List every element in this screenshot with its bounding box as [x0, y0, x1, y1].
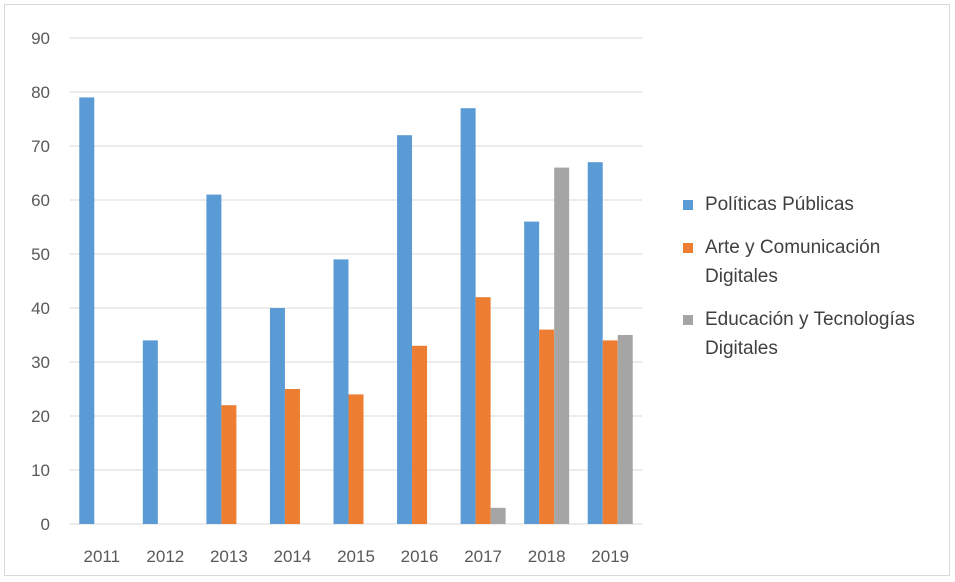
bar-arte-y-comunicacion-digitales-2016: [412, 345, 428, 524]
bar-politicas-publicas-2011: [79, 97, 95, 525]
bar-educacion-y-tecnologias-digitales-2017: [490, 507, 506, 524]
bar-educacion-y-tecnologias-digitales-2018: [554, 167, 570, 524]
y-tick-label: 40: [31, 299, 50, 318]
y-tick-label: 30: [31, 353, 50, 372]
x-tick-label: 2014: [274, 547, 312, 566]
legend-swatch-arte-comunicacion: [683, 243, 693, 253]
y-tick-label: 90: [31, 29, 50, 48]
x-tick-label: 2015: [337, 547, 375, 566]
legend-label-educacion-tecnologias: Educación y Tecnologías Digitales: [705, 309, 915, 359]
bar-politicas-publicas-2012: [142, 340, 158, 524]
y-tick-label: 80: [31, 83, 50, 102]
legend-item-politicas-publicas: Políticas Públicas: [683, 190, 948, 219]
bar-politicas-publicas-2016: [397, 135, 413, 524]
y-tick-label: 20: [31, 407, 50, 426]
legend-item-arte-comunicacion: Arte y Comunicación Digitales: [683, 233, 948, 291]
legend-label-arte-comunicacion: Arte y Comunicación Digitales: [705, 237, 881, 287]
y-tick-label: 10: [31, 461, 50, 480]
bar-arte-y-comunicacion-digitales-2019: [602, 340, 618, 524]
y-tick-label: 0: [41, 515, 50, 534]
y-axis-ticks: 0 10 20 30 40 50 60 70 80 90: [31, 29, 50, 534]
y-tick-label: 70: [31, 137, 50, 156]
x-axis-ticks: 2011 2012 2013 2014 2015 2016 2017 2018 2019: [83, 547, 629, 566]
bar-arte-y-comunicacion-digitales-2015: [348, 394, 364, 524]
legend: Políticas Públicas Arte y Comunicación D…: [683, 190, 948, 377]
legend-label-politicas-publicas: Políticas Públicas: [705, 194, 854, 215]
legend-swatch-educacion-tecnologias: [683, 315, 693, 325]
bar-politicas-publicas-2018: [524, 221, 540, 524]
bar-politicas-publicas-2019: [587, 162, 603, 524]
bars: [79, 97, 633, 525]
y-tick-label: 50: [31, 245, 50, 264]
legend-swatch-politicas-publicas: [683, 200, 693, 210]
bar-arte-y-comunicacion-digitales-2014: [284, 389, 300, 524]
x-tick-label: 2013: [210, 547, 248, 566]
x-tick-label: 2018: [528, 547, 566, 566]
bar-politicas-publicas-2015: [333, 259, 349, 524]
bar-arte-y-comunicacion-digitales-2013: [221, 405, 237, 524]
x-tick-label: 2012: [146, 547, 184, 566]
x-tick-label: 2019: [591, 547, 629, 566]
bar-politicas-publicas-2014: [269, 308, 285, 524]
bar-educacion-y-tecnologias-digitales-2019: [617, 335, 633, 524]
bar-arte-y-comunicacion-digitales-2017: [475, 297, 491, 524]
x-tick-label: 2017: [464, 547, 502, 566]
legend-item-educacion-tecnologias: Educación y Tecnologías Digitales: [683, 305, 948, 363]
bar-politicas-publicas-2013: [206, 194, 222, 524]
y-tick-label: 60: [31, 191, 50, 210]
x-tick-label: 2011: [83, 547, 120, 566]
x-tick-label: 2016: [401, 547, 439, 566]
bar-arte-y-comunicacion-digitales-2018: [539, 329, 555, 524]
bar-politicas-publicas-2017: [460, 108, 476, 524]
